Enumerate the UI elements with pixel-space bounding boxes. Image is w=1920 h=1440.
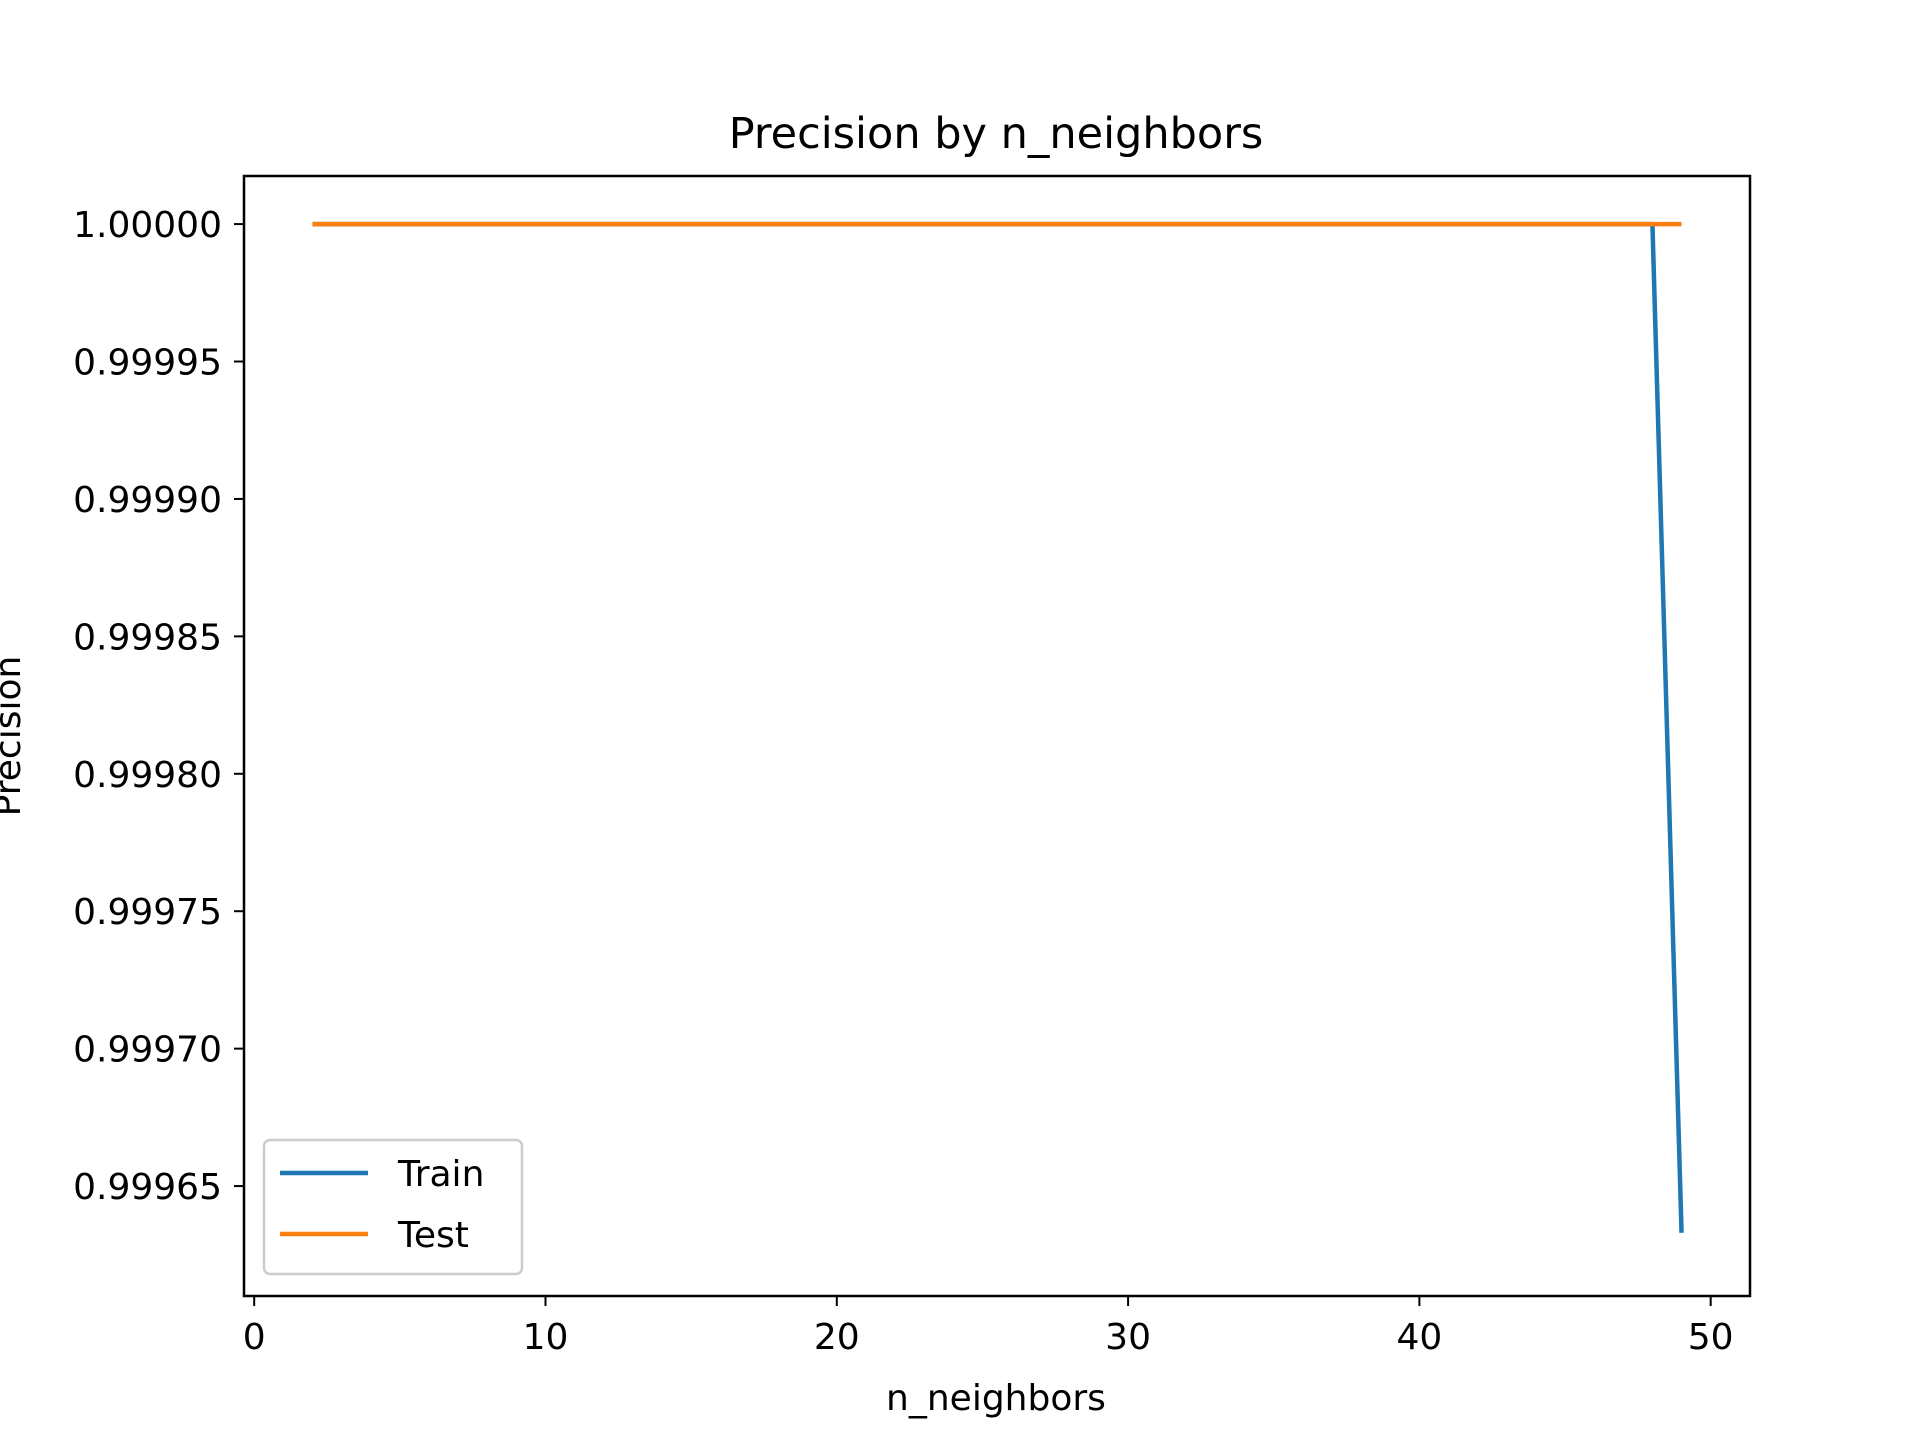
y-tick-label: 1.00000: [73, 205, 222, 246]
x-tick-label: 30: [1105, 1317, 1151, 1358]
y-tick-label: 0.99965: [73, 1167, 222, 1208]
y-tick-label: 0.99980: [73, 755, 222, 796]
y-axis: 0.99965 0.99970 0.99975 0.99980 0.99985 0.999…: [73, 205, 244, 1208]
legend-test-label: Test: [397, 1215, 469, 1256]
x-tick-label: 10: [523, 1317, 569, 1358]
x-axis-label: n_neighbors: [886, 1378, 1106, 1419]
y-tick-label: 0.99990: [73, 480, 222, 521]
y-tick-label: 0.99995: [73, 343, 222, 384]
legend: Train Test: [262, 1138, 524, 1276]
x-tick-label: 40: [1396, 1317, 1442, 1358]
legend-train-label: Train: [397, 1154, 484, 1195]
x-axis: 0 10 20 30 40 50: [243, 1296, 1734, 1358]
y-axis-label: Precision: [0, 656, 29, 817]
y-tick-label: 0.99985: [73, 617, 222, 658]
x-tick-label: 50: [1688, 1317, 1734, 1358]
y-tick-label: 0.99975: [73, 892, 222, 933]
chart-title: Precision by n_neighbors: [729, 109, 1264, 159]
plot-area-frame: [242, 174, 1752, 1298]
x-tick-label: 20: [814, 1317, 860, 1358]
series-layer: [312, 221, 1684, 1233]
x-tick-label: 0: [243, 1317, 266, 1358]
y-tick-label: 0.99970: [73, 1030, 222, 1071]
